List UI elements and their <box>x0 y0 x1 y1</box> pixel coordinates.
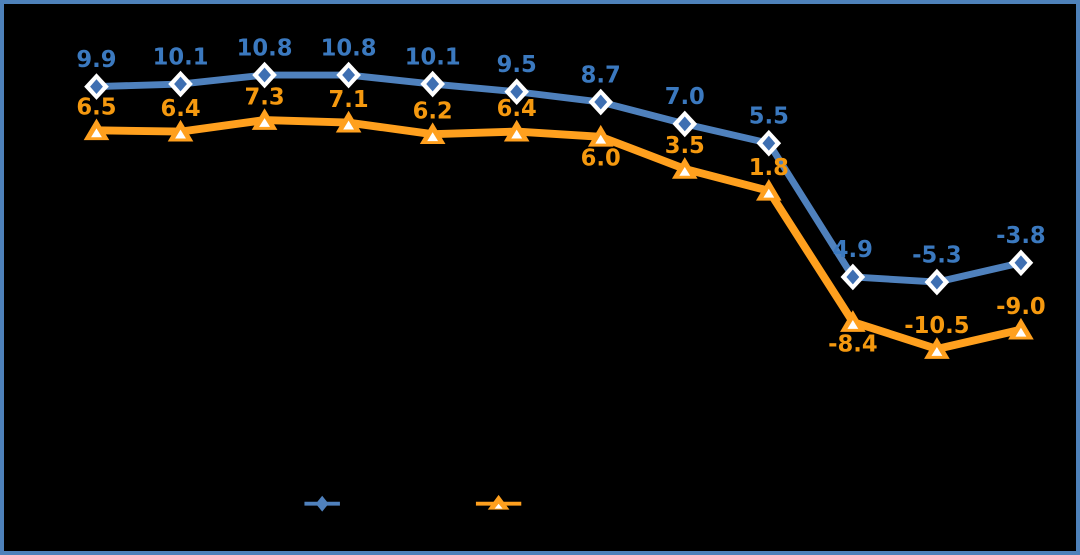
orange-series-line <box>92 116 1025 353</box>
blue-series-data-label: 9.9 <box>76 47 116 73</box>
orange-series-data-label: 6.4 <box>497 96 537 122</box>
orange-series-data-label: 1.8 <box>749 155 789 181</box>
triangle-marker-inner <box>595 134 607 144</box>
blue-series-data-label: 10.8 <box>237 35 293 61</box>
diamond-marker-inner <box>426 76 440 92</box>
dual-series-line-chart: 9.9 10.1 10.8 10.8 10.1 9.5 8.7 7.0 5.5 4.9 -5.3 -3… <box>76 35 1046 512</box>
blue-series-data-label: 10.8 <box>321 35 377 61</box>
triangle-marker-inner <box>259 118 270 127</box>
triangle-marker-inner <box>763 188 775 198</box>
blue-series-data-label: 5.5 <box>749 103 789 129</box>
triangle-marker-inner <box>427 132 439 142</box>
triangle-marker-inner <box>175 129 186 139</box>
blue-series-line <box>93 71 1025 286</box>
orange-series-data-label: 3.5 <box>665 133 705 159</box>
blue-series-data-label: 9.5 <box>497 52 537 78</box>
blue-series-data-label: 4.9 <box>833 237 873 263</box>
orange-series-data-label: -8.4 <box>828 332 878 358</box>
triangle-marker-inner <box>679 166 691 176</box>
blue-series-data-label: 10.1 <box>153 44 209 70</box>
blue-series-data-label: 10.1 <box>405 44 461 70</box>
triangle-marker-inner <box>847 319 859 329</box>
orange-series-data-label: 6.2 <box>413 98 453 124</box>
triangle-marker-inner <box>91 128 102 138</box>
orange-series-data-label: -9.0 <box>996 294 1046 320</box>
diamond-marker-inner <box>258 67 271 83</box>
blue-series-data-label: -5.3 <box>912 242 962 268</box>
orange-series-data-label: 6.4 <box>160 96 200 122</box>
blue-series-data-label: -3.8 <box>996 223 1046 249</box>
orange-series-legend-triangle-inner <box>494 503 503 509</box>
diamond-marker-inner <box>90 79 103 94</box>
orange-series-data-label: 7.3 <box>244 84 284 110</box>
triangle-marker-inner <box>1015 327 1027 337</box>
orange-series-data-label: -10.5 <box>904 313 969 339</box>
blue-series-legend-diamond-icon <box>315 495 329 512</box>
orange-series-data-label: 6.5 <box>76 95 116 121</box>
triangle-marker-inner <box>931 347 943 356</box>
orange-series-data-label: 7.1 <box>329 87 369 113</box>
diamond-marker-inner <box>342 67 356 83</box>
diamond-marker-inner <box>678 116 692 132</box>
diamond-marker-inner <box>174 76 187 92</box>
diamond-marker-inner <box>594 94 608 110</box>
triangle-marker-inner <box>511 129 523 139</box>
orange-series-legend-triangle-icon <box>487 494 510 510</box>
blue-series-data-label: 8.7 <box>581 62 621 88</box>
blue-series-data-label: 7.0 <box>665 84 705 110</box>
diamond-marker-inner <box>510 84 524 100</box>
orange-series-data-label: 6.0 <box>581 145 621 171</box>
triangle-marker-inner <box>343 120 355 130</box>
